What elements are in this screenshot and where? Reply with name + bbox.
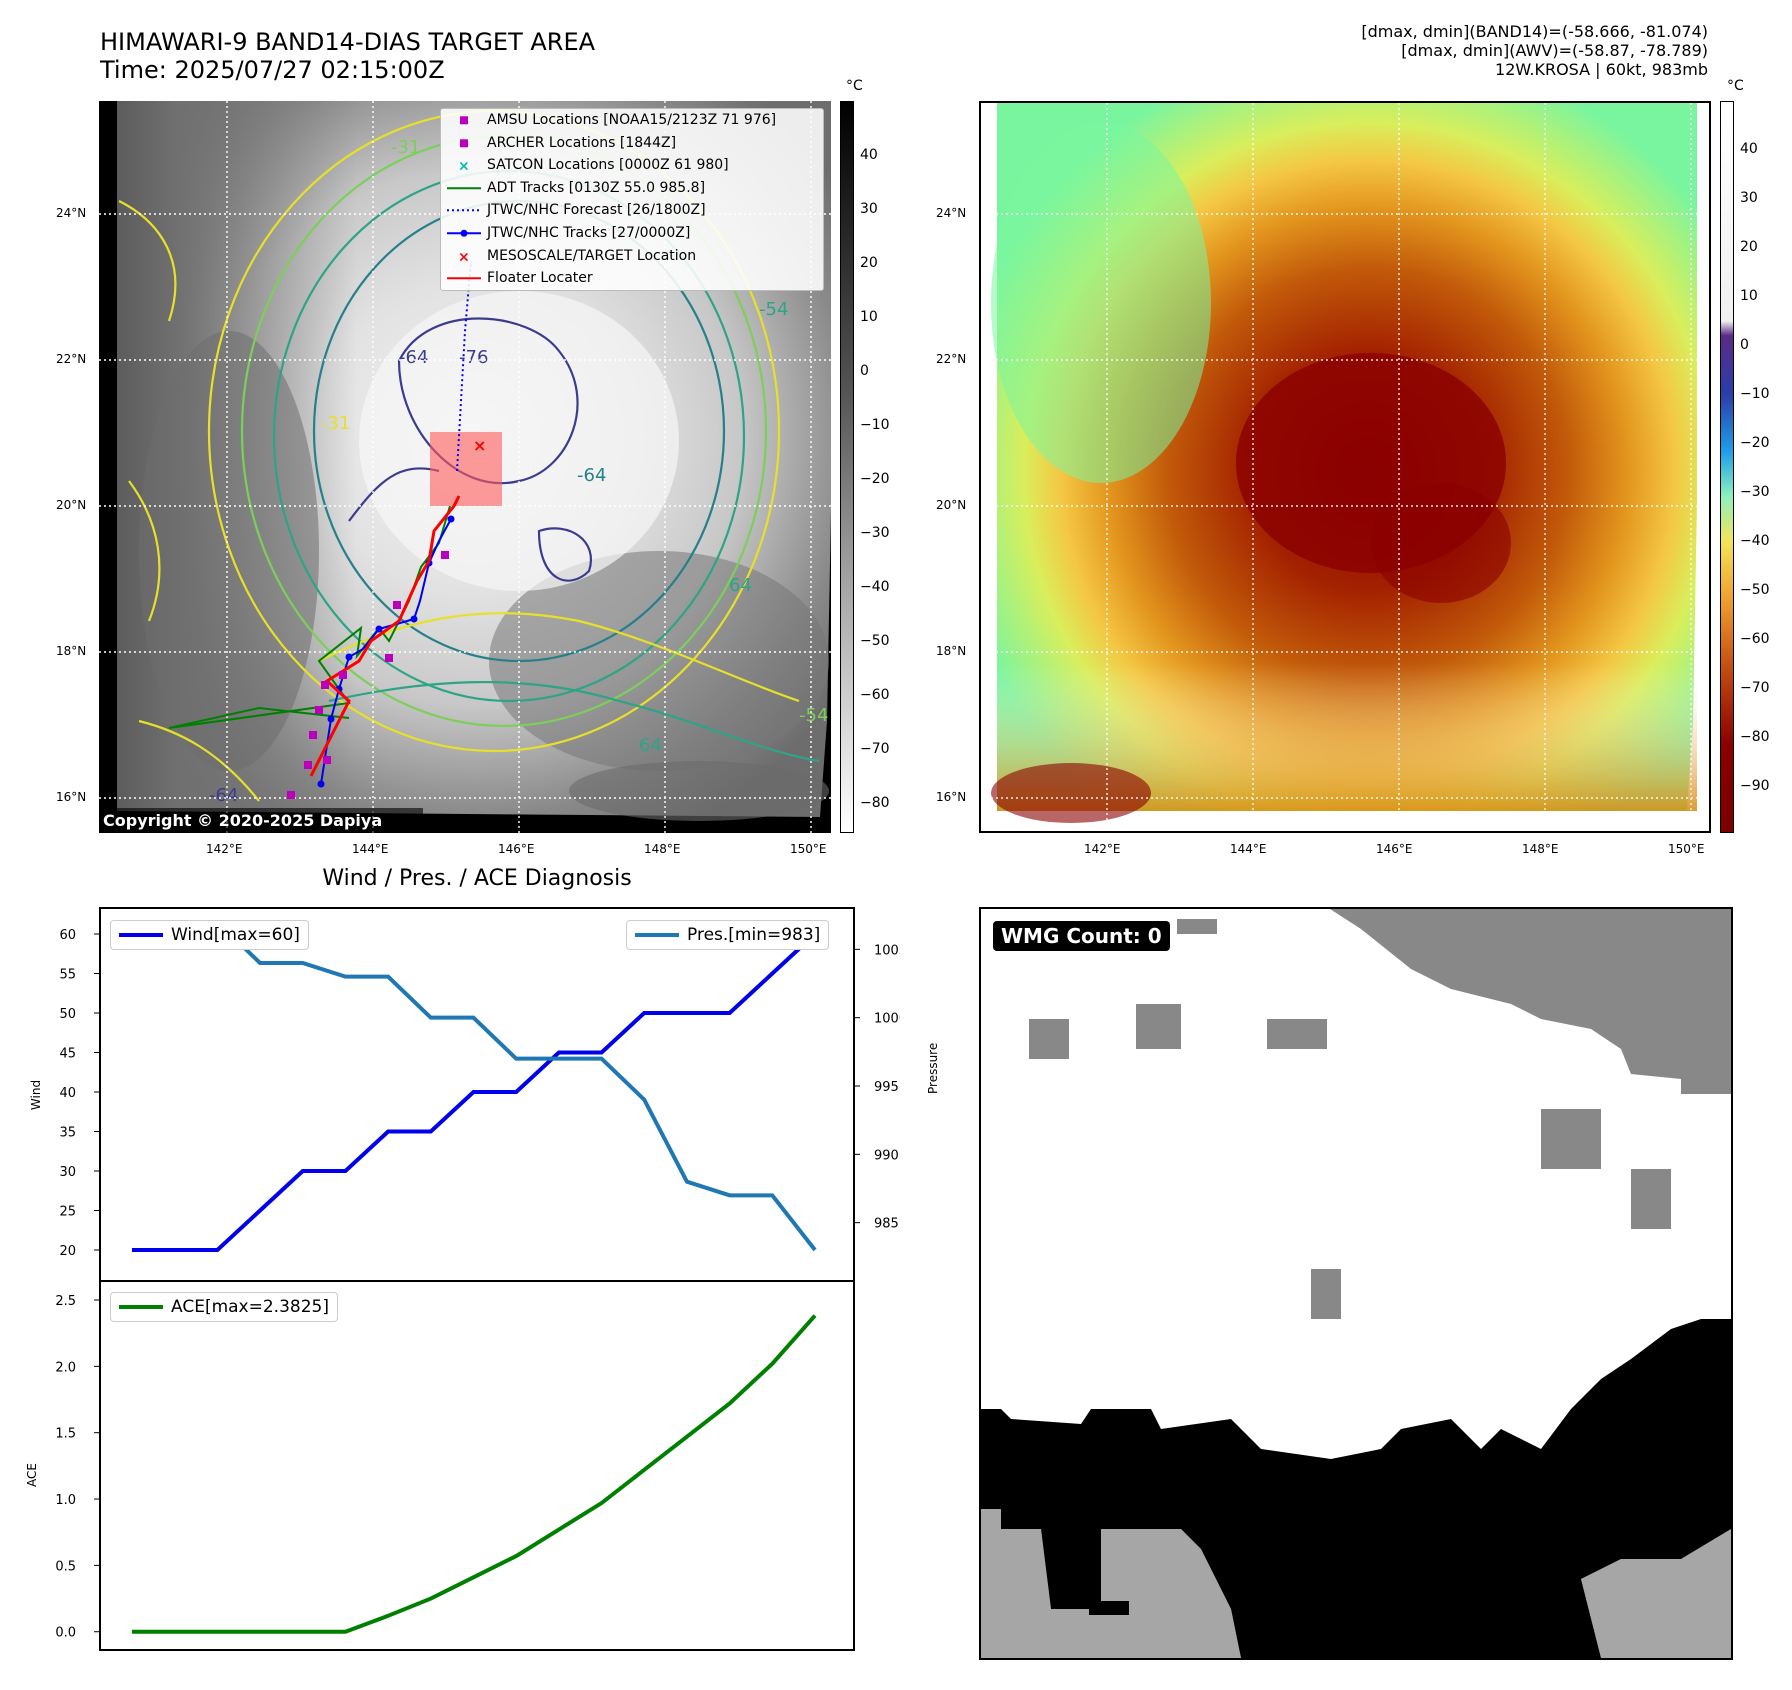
legend-item: ADT Tracks [0130Z 55.0 985.8] [447, 179, 706, 196]
storm-summary: 12W.KROSA | 60kt, 983mb [1495, 60, 1708, 79]
legend-item: × SATCON Locations [0000Z 61 980] [458, 157, 729, 175]
ace-tick-label: 1.0 [55, 1493, 76, 1508]
wind-tick-label: 20 [59, 1244, 76, 1259]
pressure-tick-label: 985 [874, 1217, 899, 1232]
band14-range: [dmax, dmin](BAND14)=(-58.666, -81.074) [1361, 22, 1708, 41]
left-colorbar [840, 101, 854, 833]
left-colorbar-unit: °C [846, 78, 863, 94]
ace-frame [99, 1280, 855, 1651]
figure-time: Time: 2025/07/27 02:15:00Z [100, 56, 445, 84]
contour-label: 64 [729, 575, 752, 596]
pressure-tick-label: 995 [874, 1080, 899, 1095]
target-area-box [430, 432, 502, 506]
legend-item: ARCHER Locations [1844Z] [441, 132, 823, 155]
copyright-label: Copyright © 2020-2025 Dapiya [99, 808, 423, 833]
contour-label: -31 [391, 137, 420, 158]
ace-tick-label: 0.5 [55, 1559, 76, 1574]
ace-series-line [132, 1314, 817, 1634]
contour-label: 64 [639, 735, 662, 756]
wmg-count-badge: WMG Count: 0 [993, 921, 1170, 951]
wind-tick-label: 35 [59, 1126, 76, 1141]
wind-tick-label: 25 [59, 1205, 76, 1220]
contour-label: -31 [321, 413, 350, 434]
ace-axis-label: ACE [25, 1463, 39, 1487]
ace-legend: ACE[max=2.3825] [110, 1292, 338, 1322]
pressure-axis-label-visible: Pressure [926, 1042, 940, 1094]
pressure-tick-label: 1005 [874, 943, 900, 958]
wind-tick-label: 60 [59, 928, 76, 943]
awv-map-image [981, 103, 1709, 831]
wmg-image [981, 909, 1731, 1658]
legend-item: AMSU Locations [NOAA15/2123Z 71 976] [441, 109, 823, 132]
legend-item: JTWC/NHC Tracks [27/0000Z] [441, 222, 823, 245]
wind-series-line [132, 932, 817, 1252]
ace-tick-label: 0.0 [55, 1626, 76, 1641]
figure-title: HIMAWARI-9 BAND14-DIAS TARGET AREA [100, 28, 596, 56]
wind-pres-frame [99, 907, 855, 1282]
legend-item: × MESOSCALE/TARGET Location [458, 247, 697, 265]
wind-axis-label: Wind [29, 1080, 43, 1110]
contour-label: -54 [799, 705, 828, 726]
map-legend: AMSU Locations [NOAA15/2123Z 71 976] ARC… [440, 108, 824, 291]
right-colorbar-unit: °C [1727, 78, 1744, 94]
wind-tick-label: 50 [59, 1007, 76, 1022]
svg-text:×: × [458, 158, 470, 174]
contour-label: -64 [209, 785, 238, 806]
awv-map-panel [979, 101, 1711, 833]
svg-text:×: × [473, 436, 486, 455]
wind-tick-label: 40 [59, 1086, 76, 1101]
awv-range: [dmax, dmin](AWV)=(-58.87, -78.789) [1401, 41, 1708, 60]
contour-label: -64 [577, 465, 606, 486]
diagnosis-title: Wind / Pres. / ACE Diagnosis [322, 866, 632, 891]
contour-label: -64 [399, 347, 428, 368]
wind-tick-label: 55 [59, 968, 76, 983]
legend-item: JTWC/NHC Forecast [26/1800Z] [447, 202, 706, 219]
legend-item: Floater Locater [447, 270, 593, 287]
ace-tick-label: 1.5 [55, 1427, 76, 1442]
ace-tick-label: 2.5 [55, 1294, 76, 1309]
contour-label: -76 [459, 347, 488, 368]
wind-legend: Wind[max=60] [110, 920, 309, 950]
right-colorbar [1720, 101, 1734, 833]
svg-text:×: × [458, 249, 470, 265]
pressure-legend: Pres.[min=983] [626, 920, 830, 950]
wind-tick-label: 45 [59, 1047, 76, 1062]
contour-label: -54 [759, 299, 788, 320]
storm-info: [dmax, dmin](BAND14)=(-58.666, -81.074) … [1361, 22, 1708, 79]
ace-tick-label: 2.0 [55, 1360, 76, 1375]
wind-tick-label: 30 [59, 1165, 76, 1180]
wmg-panel: WMG Count: 0 [979, 907, 1733, 1660]
pressure-series-line [132, 920, 817, 1252]
pressure-tick-label: 990 [874, 1148, 899, 1163]
